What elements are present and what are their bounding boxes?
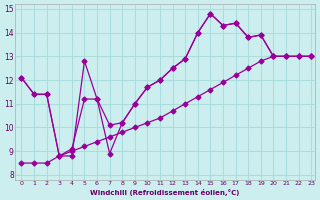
- X-axis label: Windchill (Refroidissement éolien,°C): Windchill (Refroidissement éolien,°C): [90, 189, 240, 196]
